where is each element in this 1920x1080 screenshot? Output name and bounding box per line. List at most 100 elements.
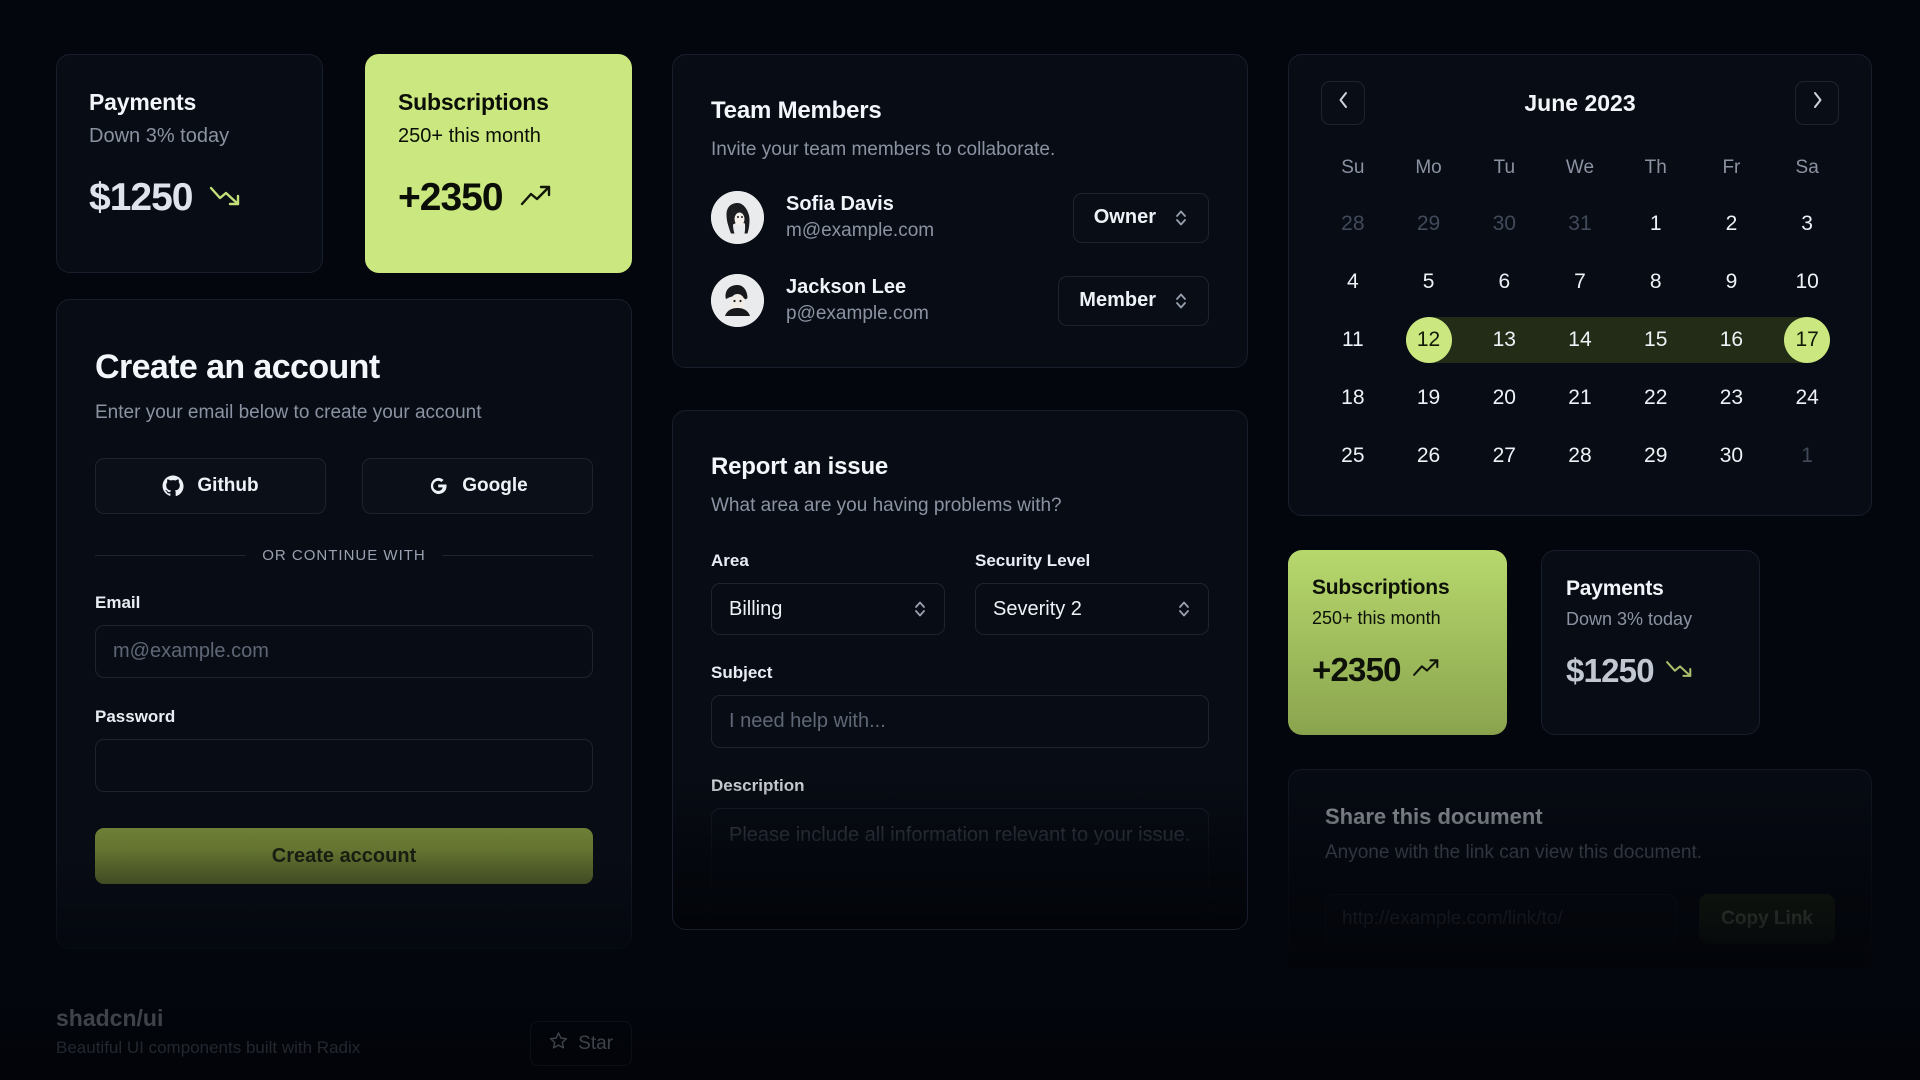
calendar-day-16[interactable]: 16 [1693,311,1770,369]
share-link-field[interactable] [1325,894,1678,944]
calendar-day-10[interactable]: 10 [1769,253,1845,311]
page-title: Create an account [95,348,380,386]
calendar-dow-su: Su [1341,157,1365,178]
footer-project-description: Beautiful UI components built with Radix [56,1038,361,1057]
calendar-day-29[interactable]: 29 [1618,427,1694,485]
calendar-day-29[interactable]: 29 [1391,195,1467,253]
share-title: Share this document [1325,804,1543,829]
calendar-day-30[interactable]: 30 [1466,195,1542,253]
stat-card-payments-bottom[interactable]: Payments Down 3% today $1250 [1541,550,1760,735]
calendar-day-30[interactable]: 30 [1694,427,1770,485]
calendar-day-20[interactable]: 20 [1466,369,1542,427]
stat-card-subscriptions[interactable]: Subscriptions 250+ this month +2350 [365,54,632,273]
calendar-dow-mo: Mo [1415,157,1442,178]
member-email: p@example.com [786,303,929,324]
calendar-dow-th: Th [1644,157,1667,178]
google-login-label: Google [462,475,528,496]
email-field[interactable] [95,625,593,678]
area-select[interactable]: Billing [711,583,945,635]
stat-title: Payments [1566,577,1664,600]
team-members-subtitle: Invite your team members to collaborate. [711,139,1056,160]
copy-link-button[interactable]: Copy Link [1699,894,1835,944]
calendar-day-27[interactable]: 27 [1466,427,1542,485]
create-account-button[interactable]: Create account [95,828,593,884]
calendar-day-label: 12 [1405,317,1452,363]
calendar-day-14[interactable]: 14 [1542,311,1618,369]
calendar-day-label: 15 [1644,328,1668,351]
calendar-day-label: 7 [1574,270,1586,293]
calendar-weeks: 28 29 30 31 1 2 3 4 5 6 7 8 9 10 11 12 13 14 15 16 17 18 19 20 2… [1315,195,1845,485]
calendar-day-21[interactable]: 21 [1542,369,1618,427]
calendar-day-18[interactable]: 18 [1315,369,1391,427]
calendar-day-28[interactable]: 28 [1315,195,1391,253]
chevron-up-down-icon [1177,599,1191,619]
page-subtitle: Enter your email below to create your ac… [95,402,482,423]
security-level-select[interactable]: Severity 2 [975,583,1209,635]
calendar-day-24[interactable]: 24 [1769,369,1845,427]
star-button[interactable]: Star [530,1021,632,1066]
calendar-day-1[interactable]: 1 [1769,427,1845,485]
calendar-day-5[interactable]: 5 [1391,253,1467,311]
password-label: Password [95,707,176,726]
calendar-day-13[interactable]: 13 [1466,311,1542,369]
calendar-day-31[interactable]: 31 [1542,195,1618,253]
github-login-button[interactable]: Github [95,458,326,514]
calendar-day-26[interactable]: 26 [1391,427,1467,485]
calendar-day-11[interactable]: 11 [1315,311,1391,369]
calendar-day-19[interactable]: 19 [1391,369,1467,427]
calendar-day-12[interactable]: 12 [1391,311,1467,369]
calendar-week-row: 25 26 27 28 29 30 1 [1315,427,1845,485]
member-role-select-jackson[interactable]: Member [1058,275,1209,326]
email-label: Email [95,593,141,612]
footer-meta: shadcn/ui Beautiful UI components built … [56,1005,360,1058]
calendar-day-2[interactable]: 2 [1694,195,1770,253]
description-field[interactable] [711,808,1209,926]
stat-card-payments[interactable]: Payments Down 3% today $1250 [56,54,323,273]
column-middle: Team Members Invite your team members to… [672,54,1248,930]
column-left: Payments Down 3% today $1250 Subscriptio… [0,54,1920,1080]
calendar-day-6[interactable]: 6 [1466,253,1542,311]
calendar-day-label: 26 [1416,444,1441,467]
calendar-day-4[interactable]: 4 [1315,253,1391,311]
calendar-day-label: 30 [1492,212,1516,235]
chevron-up-down-icon [1174,291,1188,311]
password-field[interactable] [95,739,593,792]
calendar-day-28[interactable]: 28 [1542,427,1618,485]
calendar-dow-we: We [1565,157,1595,178]
member-info: Jackson Lee p@example.com [786,276,1036,325]
calendar-week-row: 4 5 6 7 8 9 10 [1315,253,1845,311]
calendar-day-label: 28 [1341,212,1365,235]
calendar-day-25[interactable]: 25 [1315,427,1391,485]
chevron-up-down-icon [913,599,927,619]
calendar-day-17[interactable]: 17 [1769,311,1845,369]
calendar-day-3[interactable]: 3 [1769,195,1845,253]
calendar-day-1[interactable]: 1 [1618,195,1694,253]
google-login-button[interactable]: Google [362,458,593,514]
calendar-day-7[interactable]: 7 [1542,253,1618,311]
divider-line-right [441,555,593,556]
calendar-day-label: 11 [1341,328,1364,351]
calendar-dow-sa: Sa [1795,157,1819,178]
calendar-day-23[interactable]: 23 [1694,369,1770,427]
calendar-day-9[interactable]: 9 [1694,253,1770,311]
trend-up-icon [1411,656,1443,685]
calendar-day-22[interactable]: 22 [1618,369,1694,427]
calendar-day-15[interactable]: 15 [1617,311,1694,369]
member-name: Jackson Lee [786,276,907,298]
subject-field[interactable] [711,695,1209,748]
calendar-week-row: 28 29 30 31 1 2 3 [1315,195,1845,253]
calendar-day-8[interactable]: 8 [1618,253,1694,311]
calendar-day-label: 31 [1568,212,1592,235]
share-row: Copy Link [1325,894,1835,944]
calendar-day-label: 8 [1649,270,1662,293]
google-icon [427,475,449,497]
column-right: June 2023 Su Mo Tu We Th Fr Sa 28 29 30 31 1 2 3 4 5 6 7… [1288,54,1872,969]
stat-subtitle: Down 3% today [89,125,230,147]
stat-card-subscriptions-bottom[interactable]: Subscriptions 250+ this month +2350 [1288,550,1507,735]
footer-strip: shadcn/ui Beautiful UI components built … [56,1005,632,1080]
calendar-next-button[interactable] [1795,81,1839,125]
calendar-day-label: 10 [1795,270,1819,293]
member-role-select-sofia[interactable]: Owner [1072,192,1209,243]
member-info: Sofia Davis m@example.com [786,193,1051,242]
calendar-prev-button[interactable] [1321,81,1365,125]
